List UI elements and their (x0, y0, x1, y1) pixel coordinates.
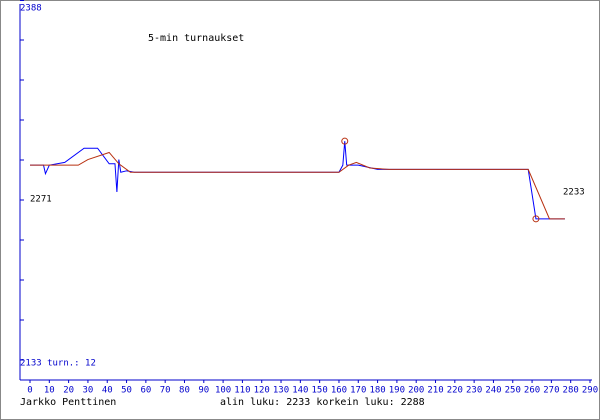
x-tick-label: 210 (427, 386, 443, 396)
x-tick-label: 90 (198, 386, 209, 396)
x-tick-label: 110 (234, 386, 250, 396)
x-tick-label: 200 (408, 386, 424, 396)
x-tick-label: 180 (369, 386, 385, 396)
extreme-marker (341, 137, 349, 145)
x-tick-label: 230 (466, 386, 482, 396)
x-tick-label: 10 (44, 386, 55, 396)
x-tick-label: 150 (312, 386, 328, 396)
author: Jarkko Penttinen (20, 397, 116, 408)
x-tick-label: 130 (273, 386, 289, 396)
series-line (30, 141, 565, 220)
x-tick-label: 20 (63, 386, 74, 396)
series-line (30, 151, 565, 220)
x-tick-label: 250 (505, 386, 521, 396)
x-tick-label: 290 (582, 386, 598, 396)
start-label: 2271 (30, 195, 52, 205)
x-tick-label: 30 (83, 386, 94, 396)
y-tick-label: 2388 (20, 4, 42, 14)
x-tick-label: 190 (389, 386, 405, 396)
x-tick-label: 0 (27, 386, 32, 396)
footer: alin luku: 2233 korkein luku: 2288 (220, 397, 425, 408)
x-tick-label: 220 (447, 386, 463, 396)
x-tick-label: 80 (179, 386, 190, 396)
x-tick-label: 120 (254, 386, 270, 396)
x-tick-label: 160 (331, 386, 347, 396)
x-tick-label: 260 (524, 386, 540, 396)
extreme-marker (532, 215, 540, 223)
chart-title: 5-min turnaukset (148, 33, 244, 44)
x-tick-label: 50 (121, 386, 132, 396)
bottom-label: 2133 turn.: 12 (20, 359, 96, 369)
x-tick-label: 70 (160, 386, 171, 396)
x-tick-label: 240 (485, 386, 501, 396)
x-tick-label: 170 (350, 386, 366, 396)
end-label: 2233 (563, 188, 585, 198)
x-tick-label: 100 (215, 386, 231, 396)
x-tick-label: 140 (292, 386, 308, 396)
x-tick-label: 270 (543, 386, 559, 396)
x-tick-label: 280 (563, 386, 579, 396)
x-tick-label: 60 (140, 386, 151, 396)
x-tick-label: 40 (102, 386, 113, 396)
